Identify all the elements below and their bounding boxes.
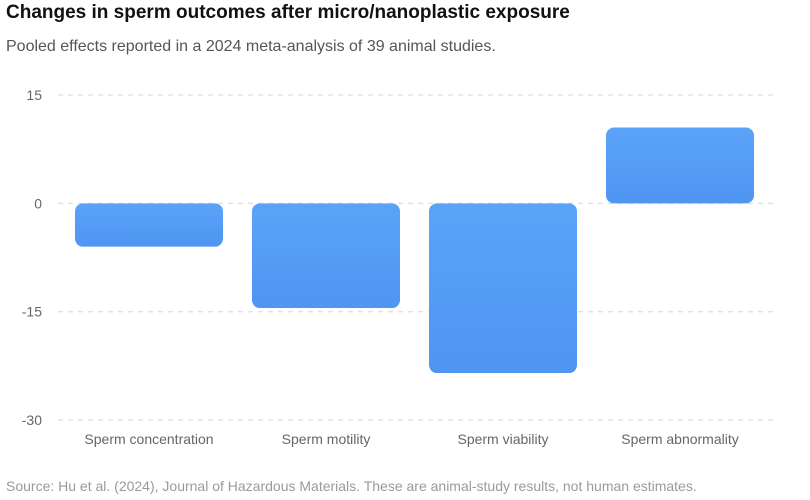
chart-title: Changes in sperm outcomes after micro/na… xyxy=(6,2,570,23)
bar-sperm-abnormality xyxy=(606,127,754,204)
source-note: Source: Hu et al. (2024), Journal of Haz… xyxy=(6,478,697,494)
y-tick-label: -30 xyxy=(22,412,42,428)
bars xyxy=(75,127,754,374)
x-tick-label: Sperm motility xyxy=(282,431,371,447)
bar-sperm-motility xyxy=(252,203,400,309)
bar-sperm-viability xyxy=(429,203,577,374)
x-tick-label: Sperm abnormality xyxy=(621,431,739,447)
chart-subtitle: Pooled effects reported in a 2024 meta-a… xyxy=(6,38,496,55)
y-tick-label: 0 xyxy=(34,195,42,211)
x-tick-label: Sperm viability xyxy=(457,431,548,447)
y-axis-ticks: 15 0 -15 -30 xyxy=(22,87,42,428)
bar-sperm-concentration xyxy=(75,203,223,247)
y-tick-label: -15 xyxy=(22,304,42,320)
x-tick-label: Sperm concentration xyxy=(84,431,213,447)
y-tick-label: 15 xyxy=(26,87,42,103)
x-axis-labels: Sperm concentration Sperm motility Sperm v… xyxy=(84,431,738,447)
